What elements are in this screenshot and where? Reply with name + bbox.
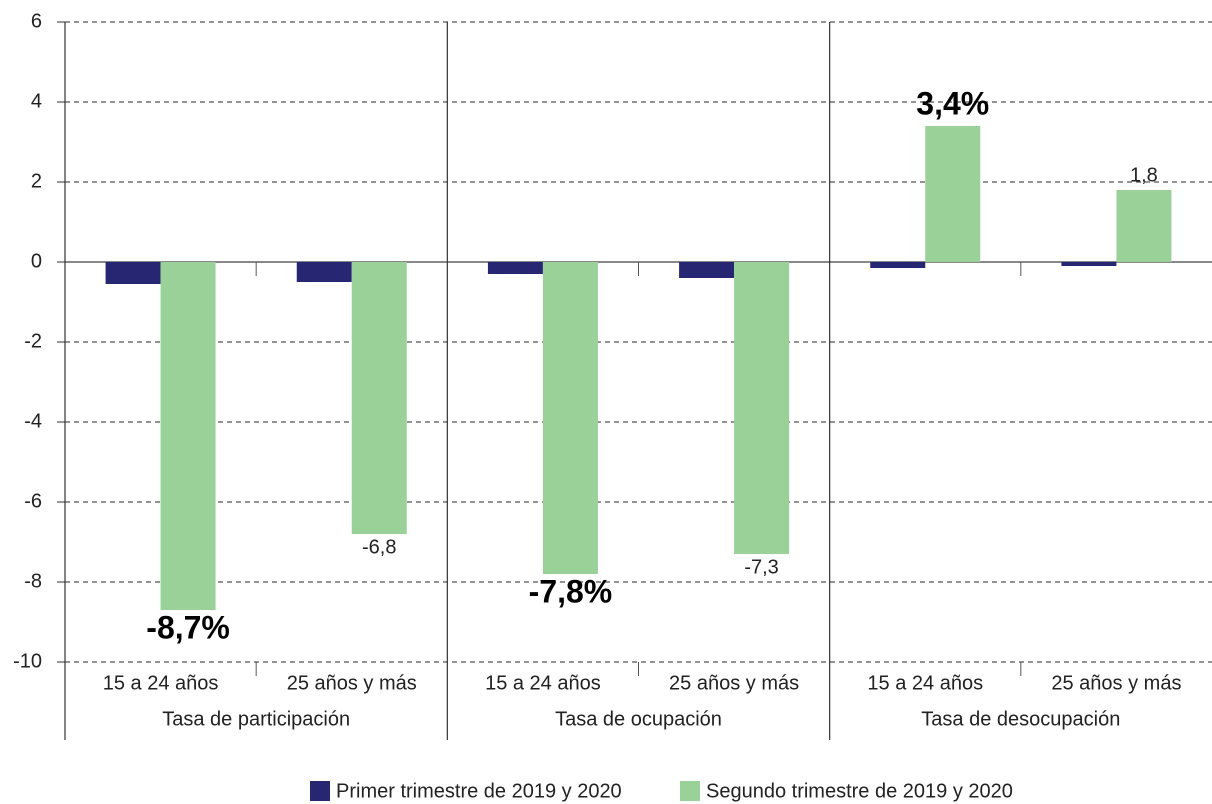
legend-label: Primer trimestre de 2019 y 2020	[336, 780, 622, 802]
legend-swatch	[680, 781, 700, 801]
value-label: -7,8%	[529, 573, 613, 609]
y-tick-label: 2	[31, 170, 42, 192]
bar	[925, 126, 981, 262]
x-tick-label: 15 a 24 años	[867, 672, 983, 694]
value-label: -6,8	[362, 536, 396, 558]
bar	[351, 262, 407, 534]
x-tick-label: 25 años y más	[287, 672, 417, 694]
value-label: -7,3	[744, 556, 778, 578]
bar	[296, 262, 352, 282]
x-tick-label: 15 a 24 años	[485, 672, 601, 694]
bar	[160, 262, 216, 610]
y-tick-label: 4	[31, 90, 42, 112]
y-tick-label: 0	[31, 250, 42, 272]
bar	[679, 262, 735, 278]
bar	[542, 262, 598, 574]
bar	[1061, 262, 1117, 266]
bar	[870, 262, 926, 268]
x-tick-label: 25 años y más	[1051, 672, 1181, 694]
value-label: 1,8	[1130, 164, 1158, 186]
bar	[105, 262, 161, 284]
y-tick-label: -8	[24, 570, 42, 592]
bar	[734, 262, 790, 554]
bar	[487, 262, 543, 274]
value-label: -8,7%	[146, 609, 230, 645]
y-tick-label: 6	[31, 10, 42, 32]
group-label: Tasa de participación	[162, 708, 350, 730]
value-label: 3,4%	[916, 85, 989, 121]
x-tick-label: 15 a 24 años	[103, 672, 219, 694]
x-tick-label: 25 años y más	[669, 672, 799, 694]
y-tick-label: -2	[24, 330, 42, 352]
bar	[1116, 190, 1172, 262]
group-label: Tasa de ocupación	[555, 708, 722, 730]
legend-label: Segundo trimestre de 2019 y 2020	[706, 780, 1013, 802]
y-tick-label: -6	[24, 490, 42, 512]
legend-swatch	[310, 781, 330, 801]
y-tick-label: -10	[13, 650, 42, 672]
y-tick-label: -4	[24, 410, 42, 432]
group-label: Tasa de desocupación	[921, 708, 1120, 730]
